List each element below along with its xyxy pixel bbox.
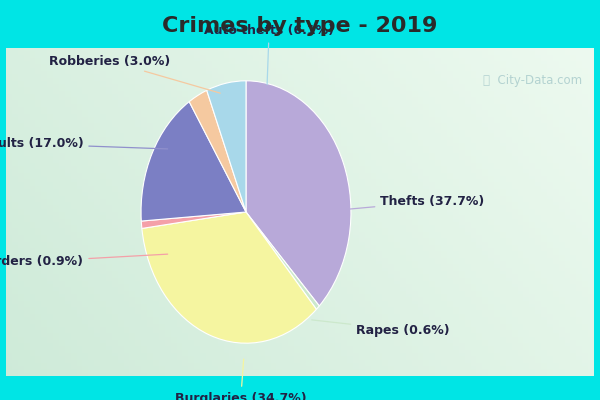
Text: Murders (0.9%): Murders (0.9%) [0, 254, 167, 268]
Text: Assaults (17.0%): Assaults (17.0%) [0, 137, 167, 150]
Wedge shape [246, 81, 351, 306]
Text: Robberies (3.0%): Robberies (3.0%) [49, 55, 220, 93]
Wedge shape [141, 102, 246, 221]
Text: ⓘ  City-Data.com: ⓘ City-Data.com [483, 74, 582, 87]
Wedge shape [142, 212, 316, 343]
Text: Rapes (0.6%): Rapes (0.6%) [312, 320, 450, 336]
Text: Auto thefts (6.1%): Auto thefts (6.1%) [204, 24, 334, 84]
Wedge shape [189, 90, 246, 212]
Wedge shape [207, 81, 246, 212]
Text: Thefts (37.7%): Thefts (37.7%) [320, 195, 485, 212]
Text: Burglaries (34.7%): Burglaries (34.7%) [175, 359, 307, 400]
Wedge shape [246, 212, 319, 309]
Text: Crimes by type - 2019: Crimes by type - 2019 [163, 16, 437, 36]
Wedge shape [141, 212, 246, 228]
